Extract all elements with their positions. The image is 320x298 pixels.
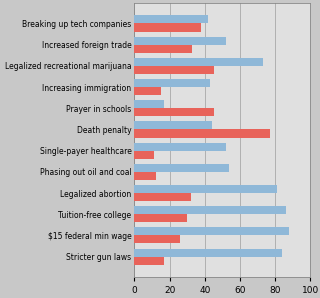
Bar (134, 129, 270, 137)
Bar (134, 66, 214, 74)
Bar (134, 206, 286, 214)
Bar (134, 227, 289, 235)
Bar (134, 79, 210, 87)
Bar (134, 185, 277, 193)
Bar (134, 214, 187, 222)
Bar (134, 100, 164, 108)
Bar (134, 164, 229, 172)
Bar (134, 58, 263, 66)
Bar (134, 121, 212, 129)
Bar (134, 108, 214, 116)
Bar (134, 235, 180, 243)
Bar (134, 172, 156, 180)
Bar (134, 193, 191, 201)
Bar (134, 24, 201, 32)
Bar (134, 249, 282, 257)
Bar (134, 87, 161, 95)
Bar (134, 45, 193, 53)
Bar (134, 151, 154, 159)
Bar (134, 143, 226, 151)
Bar (134, 15, 208, 24)
Bar (134, 257, 164, 265)
Bar (134, 37, 226, 45)
